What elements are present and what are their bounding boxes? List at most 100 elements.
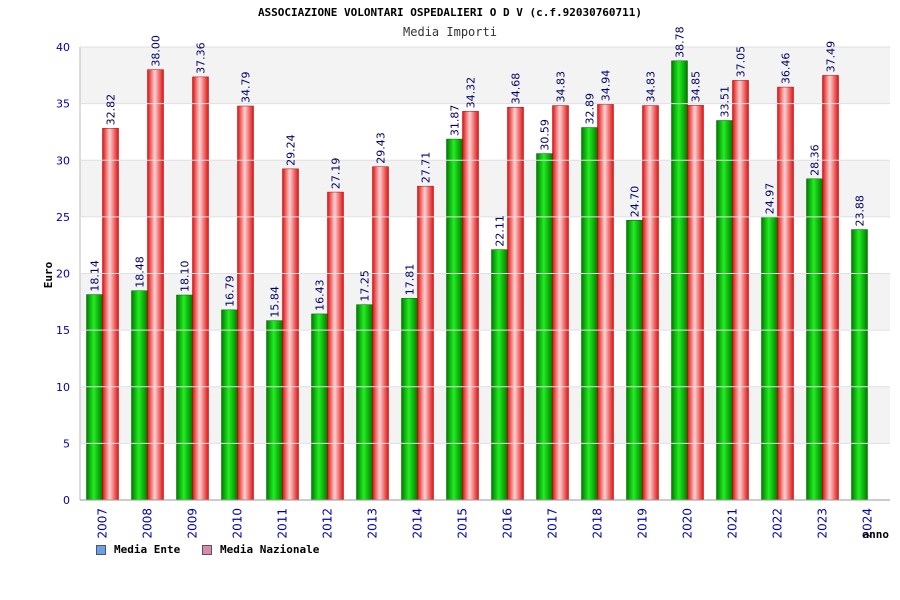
data-label-media-ente-2012: 16.43 — [314, 279, 327, 311]
data-label-media-ente-2019: 24.70 — [629, 186, 642, 218]
x-tick-label-2024: 2024 — [861, 508, 875, 539]
data-label-media-nazionale-2020: 34.85 — [690, 71, 703, 103]
grid-band — [80, 103, 890, 161]
data-label-media-nazionale-2013: 29.43 — [375, 132, 388, 164]
bar-media-nazionale-2020 — [687, 105, 704, 501]
data-label-media-ente-2013: 17.25 — [359, 270, 372, 302]
data-label-media-nazionale-2017: 34.83 — [555, 71, 568, 103]
data-label-media-ente-2014: 17.81 — [404, 264, 417, 296]
data-label-media-ente-2023: 28.36 — [809, 144, 822, 176]
data-label-media-nazionale-2018: 34.94 — [600, 70, 613, 102]
x-tick-label-2018: 2018 — [591, 508, 605, 539]
bar-media-nazionale-2010 — [237, 105, 254, 501]
bar-media-nazionale-2017 — [552, 105, 569, 501]
x-tick-label-2009: 2009 — [186, 508, 200, 539]
bar-media-ente-2014 — [401, 298, 418, 501]
bar-media-nazionale-2012 — [327, 191, 344, 501]
bar-media-ente-2013 — [356, 304, 373, 501]
x-tick-label-2013: 2013 — [366, 508, 380, 539]
x-tick-label-2016: 2016 — [501, 508, 515, 539]
x-tick-label-2022: 2022 — [771, 508, 785, 539]
bar-media-nazionale-2011 — [282, 168, 299, 501]
grid-band — [80, 386, 890, 444]
grid-band — [80, 330, 890, 387]
y-tick-label: 0 — [63, 494, 70, 507]
bar-media-nazionale-2018 — [597, 104, 614, 501]
data-label-media-ente-2017: 30.59 — [539, 119, 552, 151]
bar-media-nazionale-2021 — [732, 80, 749, 501]
data-label-media-ente-2011: 15.84 — [269, 286, 282, 318]
grid-band — [80, 216, 890, 274]
y-tick-label: 15 — [56, 324, 70, 337]
bar-media-ente-2024 — [851, 229, 868, 501]
grid-band — [80, 443, 890, 500]
x-axis-label: anno — [863, 528, 890, 541]
bar-media-ente-2022 — [761, 216, 778, 501]
data-label-media-nazionale-2022: 36.46 — [780, 53, 793, 85]
data-label-media-nazionale-2021: 37.05 — [735, 46, 748, 78]
x-tick-label-2011: 2011 — [276, 508, 290, 539]
y-tick-label: 40 — [56, 41, 70, 54]
bar-media-ente-2016 — [491, 249, 508, 501]
data-label-media-nazionale-2008: 38.00 — [150, 35, 163, 67]
grid-band — [80, 160, 890, 217]
bar-media-ente-2015 — [446, 138, 463, 501]
y-tick-label: 20 — [56, 268, 70, 281]
x-tick-label-2007: 2007 — [96, 508, 110, 539]
chart-title: ASSOCIAZIONE VOLONTARI OSPEDALIERI O D V… — [257, 6, 643, 19]
data-label-media-nazionale-2009: 37.36 — [195, 42, 208, 74]
bar-media-nazionale-2016 — [507, 106, 524, 501]
y-tick-label: 25 — [56, 211, 70, 224]
legend-swatch-media-ente — [96, 544, 106, 555]
legend-label-media-nazionale: Media Nazionale — [220, 543, 320, 556]
bar-media-nazionale-2014 — [417, 185, 434, 501]
grid-bands — [80, 47, 890, 500]
bar-media-ente-2023 — [806, 178, 823, 501]
y-axis-label: Euro — [42, 261, 55, 288]
y-tick-label: 35 — [56, 98, 70, 111]
x-tick-label-2023: 2023 — [816, 508, 830, 539]
x-tick-label-2021: 2021 — [726, 508, 740, 539]
data-label-media-nazionale-2023: 37.49 — [825, 41, 838, 73]
grid-band — [80, 47, 890, 104]
data-label-media-nazionale-2012: 27.19 — [330, 158, 343, 190]
data-label-media-ente-2018: 32.89 — [584, 93, 597, 125]
data-label-media-nazionale-2014: 27.71 — [420, 152, 433, 184]
legend-swatch-media-nazionale — [202, 544, 212, 555]
bar-media-nazionale-2019 — [642, 105, 659, 501]
data-label-media-ente-2021: 33.51 — [719, 86, 732, 118]
legend-label-media-ente: Media Ente — [114, 543, 181, 556]
data-label-media-ente-2009: 18.10 — [179, 261, 192, 293]
y-tick-label: 5 — [63, 437, 70, 450]
bar-media-ente-2009 — [176, 294, 193, 501]
y-tick-label: 10 — [56, 381, 70, 394]
bar-media-ente-2012 — [311, 313, 328, 501]
bar-media-nazionale-2009 — [192, 76, 209, 501]
x-axis: 2007 2008 2009 2010 2011 2012 2013 2014 2015 2016… — [80, 499, 890, 539]
bar-media-nazionale-2023 — [822, 75, 839, 501]
x-tick-label-2010: 2010 — [231, 508, 245, 539]
data-label-media-ente-2007: 18.14 — [89, 260, 102, 292]
x-tick-label-2008: 2008 — [141, 508, 155, 539]
bar-media-nazionale-2015 — [462, 111, 479, 501]
data-label-media-nazionale-2011: 29.24 — [285, 134, 298, 166]
bar-media-nazionale-2007 — [102, 128, 119, 501]
data-label-media-ente-2016: 22.11 — [494, 215, 507, 247]
bar-media-ente-2019 — [626, 220, 643, 501]
bar-media-ente-2017 — [536, 153, 553, 501]
data-label-media-nazionale-2016: 34.68 — [510, 73, 523, 105]
y-tick-label: 30 — [56, 154, 70, 167]
data-label-media-ente-2022: 24.97 — [764, 183, 777, 215]
bar-media-nazionale-2022 — [777, 86, 794, 501]
data-label-media-nazionale-2010: 34.79 — [240, 72, 253, 104]
data-label-media-ente-2020: 38.78 — [674, 26, 687, 58]
x-tick-label-2017: 2017 — [546, 508, 560, 539]
x-tick-label-2020: 2020 — [681, 508, 695, 539]
bar-media-ente-2018 — [581, 127, 598, 501]
bar-media-nazionale-2008 — [147, 69, 164, 501]
grid-band — [80, 273, 890, 331]
data-label-media-ente-2024: 23.88 — [854, 195, 867, 227]
legend-item-media-ente: Media Ente — [96, 543, 180, 556]
x-tick-label-2014: 2014 — [411, 508, 425, 539]
x-tick-label-2015: 2015 — [456, 508, 470, 539]
